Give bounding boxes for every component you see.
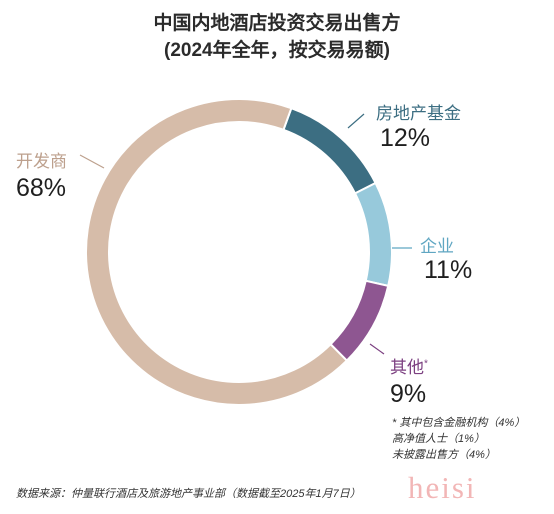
slice-corporate <box>353 181 393 288</box>
note-line-2: 高净值人士（1%） <box>392 433 485 445</box>
slice-others <box>329 279 390 362</box>
data-source: 数据来源：仲量联行酒店及旅游地产事业部（数据截至2025年1月7日） <box>16 488 361 500</box>
note-line-1: * 其中包含金融机构（4%） <box>392 417 526 429</box>
label-others-text: 其他 <box>390 358 424 377</box>
note-line-3: 未披露出售方（4%） <box>392 449 496 461</box>
label-others: 其他* <box>390 353 428 378</box>
leader-real-estate-fund <box>347 113 365 129</box>
leader-developer <box>79 154 105 169</box>
slice-real-estate-fund <box>282 106 377 195</box>
chart-title: 中国内地酒店投资交易出售方 <box>153 13 401 34</box>
label-corporate: 企业 <box>420 237 454 256</box>
label-real-estate-fund: 房地产基金 <box>376 104 461 123</box>
value-corporate: 11% <box>424 256 473 284</box>
label-developer: 开发商 <box>16 152 67 171</box>
chart-subtitle: (2024年全年，按交易易额) <box>164 40 390 61</box>
leader-others <box>369 343 385 355</box>
value-others: 9% <box>390 380 427 408</box>
watermark: heisi <box>408 470 477 505</box>
value-real-estate-fund: 12% <box>380 124 431 152</box>
value-developer: 68% <box>16 174 67 202</box>
label-others-marker: * <box>424 358 428 370</box>
slice-developer <box>85 98 349 406</box>
